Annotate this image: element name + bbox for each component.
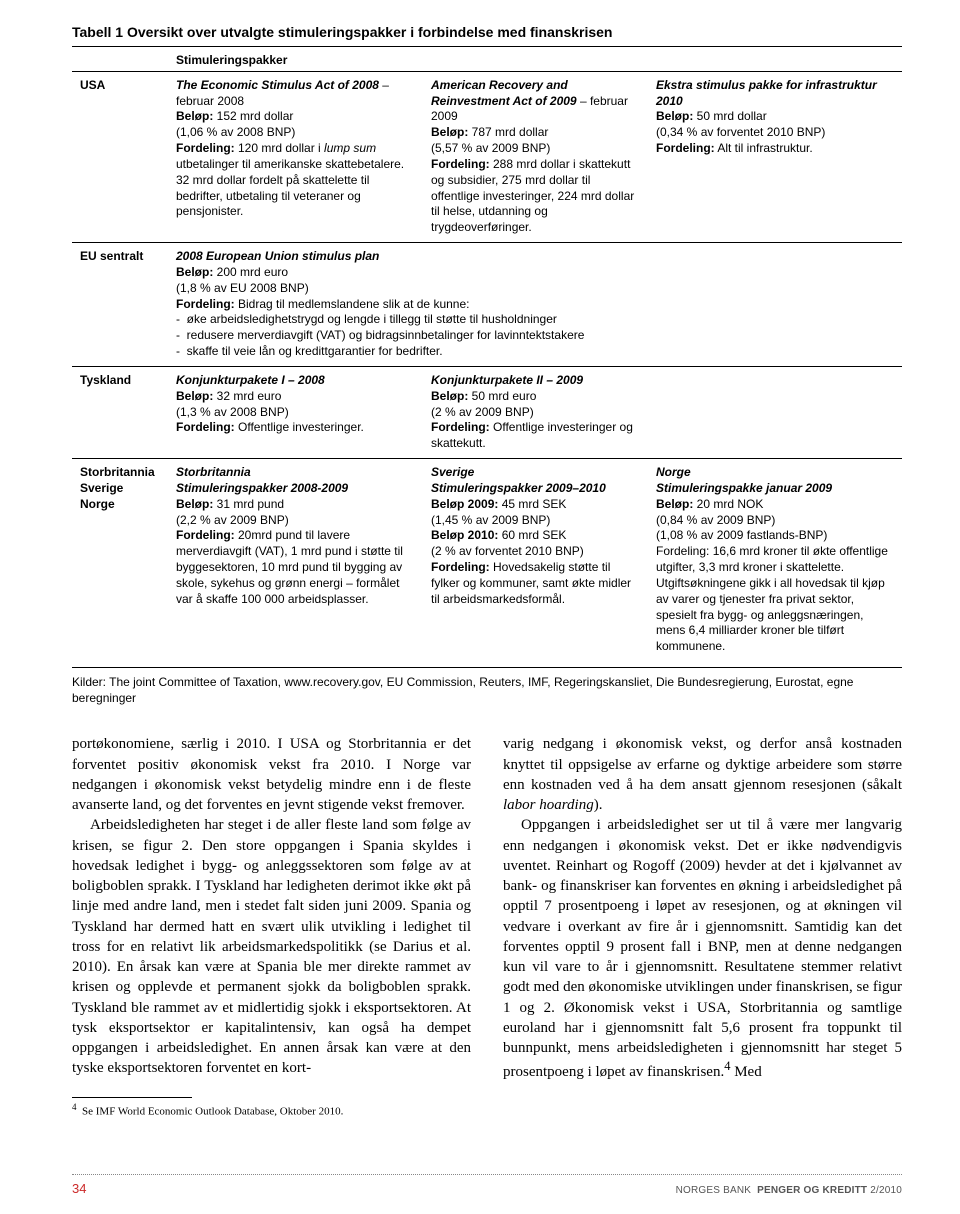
no-col: NorgeStimuleringspakke januar 2009Beløp:… bbox=[648, 459, 902, 661]
usa-col2: American Recovery and Reinvestment Act o… bbox=[423, 71, 648, 242]
footnote: 4 Se IMF World Economic Outlook Database… bbox=[72, 1102, 902, 1119]
body-p4: Oppgangen i arbeidsledighet ser ut til å… bbox=[503, 815, 902, 1082]
body-p1: portøkonomiene, særlig i 2010. I USA og … bbox=[72, 734, 471, 815]
page-number: 34 bbox=[72, 1181, 86, 1196]
footnote-text: Se IMF World Economic Outlook Database, … bbox=[82, 1105, 343, 1117]
se-col: SverigeStimuleringspakker 2009–2010Beløp… bbox=[423, 459, 648, 661]
body-text: portøkonomiene, særlig i 2010. I USA og … bbox=[72, 734, 902, 1082]
de-col1: Konjunkturpakete I – 2008Beløp: 32 mrd e… bbox=[168, 366, 423, 458]
page-footer: 34 NORGES BANK PENGER OG KREDITT 2/2010 bbox=[72, 1174, 902, 1196]
table-number: Tabell 1 bbox=[72, 24, 123, 40]
row-label-usa: USA bbox=[72, 71, 168, 242]
row-label-de: Tyskland bbox=[72, 366, 168, 458]
body-p3: varig nedgang i økonomisk vekst, og derf… bbox=[503, 734, 902, 815]
eu-col1: 2008 European Union stimulus planBeløp: … bbox=[168, 243, 902, 367]
footnote-divider bbox=[72, 1097, 192, 1098]
table-sources: Kilder: The joint Committee of Taxation,… bbox=[72, 667, 902, 706]
usa-col3: Ekstra stimulus pakke for infrastruktur … bbox=[648, 71, 902, 242]
body-p2: Arbeidsledigheten har steget i de aller … bbox=[72, 815, 471, 1078]
usa-col1: The Economic Stimulus Act of 2008 – febr… bbox=[168, 71, 423, 242]
row-label-eu: EU sentralt bbox=[72, 243, 168, 367]
section-header: Stimuleringspakker bbox=[168, 47, 423, 72]
row-label-uk-se-no: StorbritanniaSverigeNorge bbox=[72, 459, 168, 661]
table-title: Tabell 1 Oversikt over utvalgte stimuler… bbox=[72, 24, 902, 40]
de-col2: Konjunkturpakete II – 2009Beløp: 50 mrd … bbox=[423, 366, 648, 458]
uk-col: StorbritanniaStimuleringspakker 2008-200… bbox=[168, 459, 423, 661]
publication-info: NORGES BANK PENGER OG KREDITT 2/2010 bbox=[676, 1185, 902, 1196]
table-title-text: Oversikt over utvalgte stimuleringspakke… bbox=[123, 24, 612, 40]
stimulus-table: Stimuleringspakker USA The Economic Stim… bbox=[72, 46, 902, 661]
